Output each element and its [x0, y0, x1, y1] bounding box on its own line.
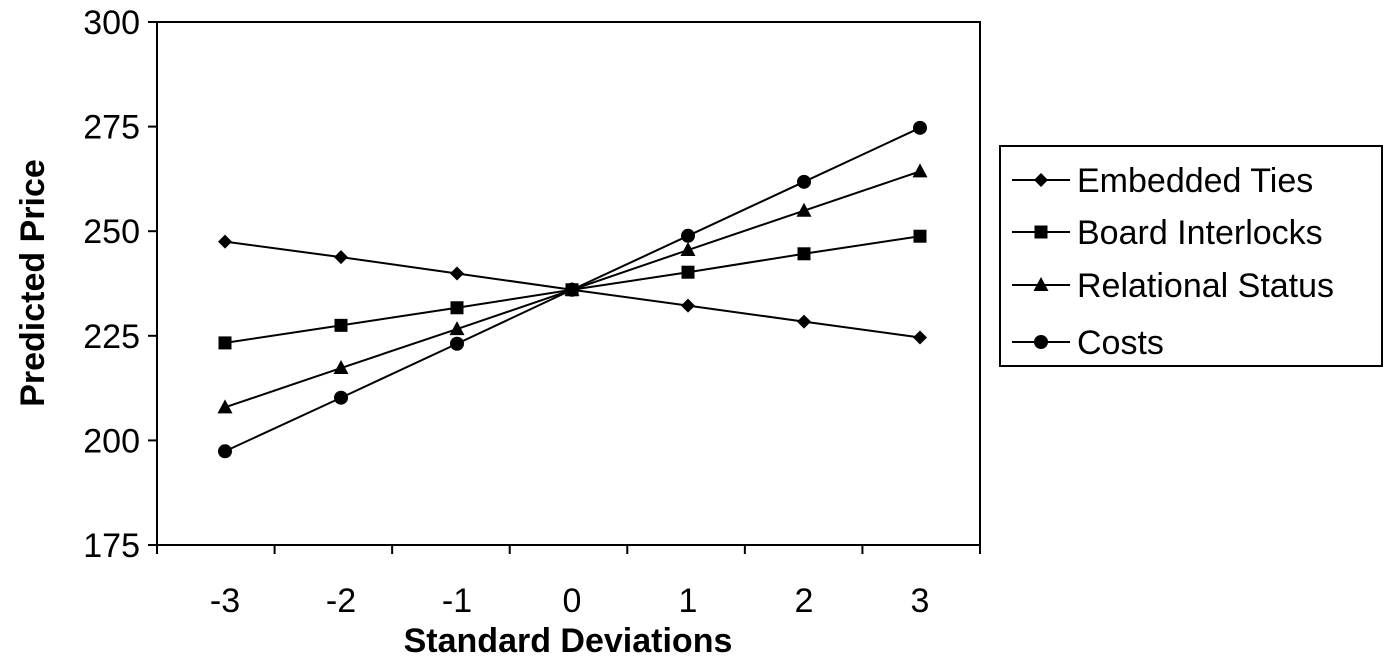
data-point-embedded-ties [334, 250, 348, 265]
legend-marker [1034, 173, 1048, 187]
data-point-relational-status [449, 321, 465, 336]
y-tick-label: 250 [83, 213, 140, 251]
y-axis: 175 200 225 250 275 300 [83, 4, 157, 565]
x-tick-label: -2 [326, 582, 356, 620]
data-point-embedded-ties [450, 266, 464, 281]
legend: Embedded Ties Board Interlocks Relational … [999, 145, 1383, 367]
data-point-costs [681, 228, 695, 243]
y-tick-label: 225 [83, 318, 140, 356]
data-point-relational-status [796, 202, 812, 217]
data-point-embedded-ties [797, 314, 811, 329]
legend-marker [1034, 225, 1048, 239]
legend-item-relational-status: Relational Status [1012, 267, 1334, 305]
x-tick-label: 0 [563, 582, 582, 620]
data-point-relational-status [912, 163, 928, 178]
legend-box [999, 145, 1383, 367]
data-point-board-interlocks [681, 265, 695, 279]
x-tick-label: 1 [679, 582, 698, 620]
data-point-relational-status [680, 242, 696, 257]
legend-marker [1033, 277, 1049, 291]
legend-item-costs: Costs [1012, 324, 1164, 362]
data-point-board-interlocks [334, 318, 348, 332]
series-costs [218, 120, 927, 459]
legend-label: Embedded Ties [1077, 162, 1313, 200]
legend-marker [1034, 335, 1048, 349]
legend-item-embedded-ties: Embedded Ties [1012, 162, 1313, 200]
legend-item-board-interlocks: Board Interlocks [1012, 214, 1323, 252]
data-point-costs [450, 336, 464, 351]
y-tick-label: 275 [83, 109, 140, 147]
data-point-embedded-ties [218, 234, 232, 249]
y-tick-label: 300 [83, 4, 140, 42]
data-point-relational-status [217, 399, 233, 414]
data-point-board-interlocks [913, 229, 927, 243]
legend-label: Costs [1077, 324, 1164, 362]
series-layer [217, 120, 928, 459]
data-point-costs [565, 282, 579, 297]
x-tick-label: -1 [442, 582, 472, 620]
data-point-board-interlocks [450, 301, 464, 315]
legend-label: Board Interlocks [1077, 214, 1323, 252]
x-tick-label: 3 [911, 582, 930, 620]
x-axis-title: Standard Deviations [404, 622, 733, 660]
legend-label: Relational Status [1077, 267, 1334, 305]
data-point-costs [797, 174, 811, 189]
y-tick-label: 175 [83, 527, 140, 565]
data-point-board-interlocks [218, 336, 232, 350]
data-point-embedded-ties [681, 298, 695, 313]
y-tick-label: 200 [83, 422, 140, 460]
data-point-costs [218, 444, 232, 459]
data-point-board-interlocks [797, 247, 811, 261]
x-axis: -3 -2 -1 0 1 2 3 [156, 545, 981, 620]
x-tick-label: -3 [210, 582, 240, 620]
data-point-embedded-ties [913, 330, 927, 345]
data-point-relational-status [333, 360, 349, 375]
data-point-costs [913, 120, 927, 135]
data-point-costs [334, 390, 348, 405]
y-axis-title: Predicted Price [14, 159, 52, 407]
x-tick-label: 2 [795, 582, 814, 620]
